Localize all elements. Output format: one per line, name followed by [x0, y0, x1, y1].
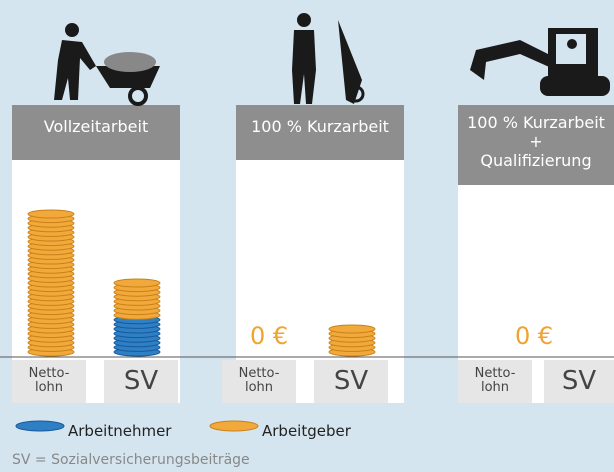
- coin: [329, 325, 375, 333]
- infographic: Vollzeitarbeit 100 % Kurzarbeit 100 % Ku…: [0, 0, 614, 472]
- coin: [114, 279, 160, 287]
- legend-swatch: [16, 421, 64, 431]
- graphics: [0, 0, 614, 472]
- silhouette: [54, 13, 610, 104]
- coin: [28, 210, 74, 218]
- legend-swatch: [210, 421, 258, 431]
